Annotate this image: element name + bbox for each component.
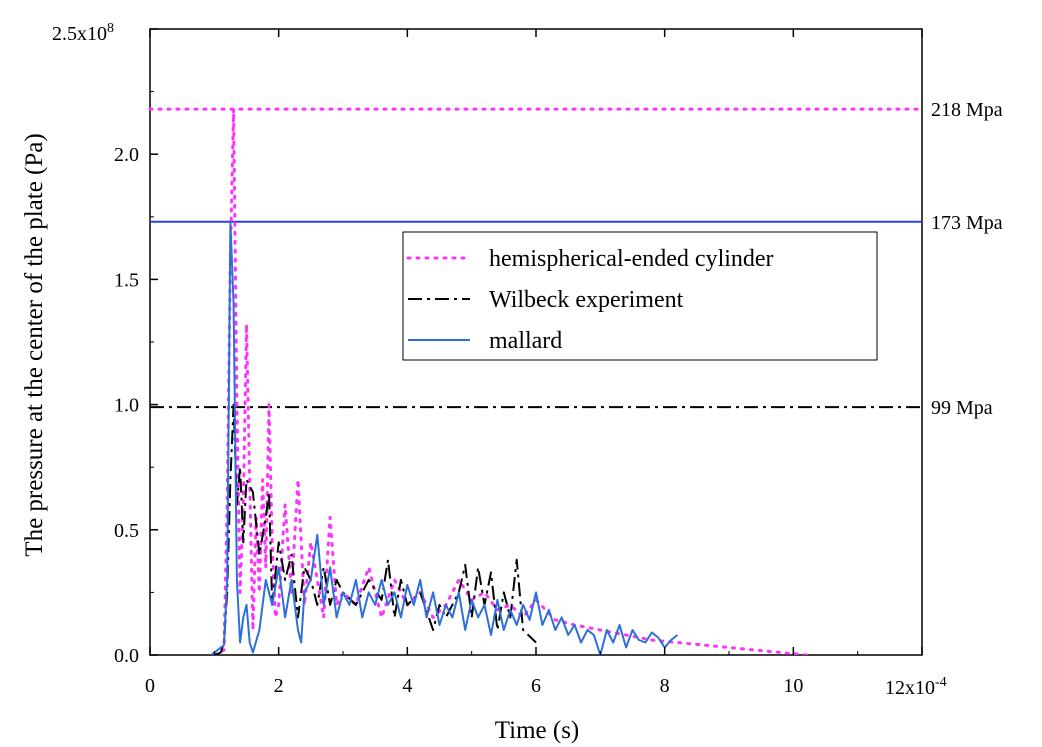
x-tick-label: 8 bbox=[660, 675, 670, 697]
x-axis-multiplier-base: 12 bbox=[885, 677, 905, 699]
series-layer bbox=[210, 107, 808, 655]
reference-lines bbox=[148, 107, 924, 409]
legend: hemispherical-ended cylinder Wilbeck expe… bbox=[402, 231, 878, 361]
x-axis-title: Time (s) bbox=[495, 717, 580, 744]
x-tick-label: 10 bbox=[783, 675, 803, 697]
x-tick-label: 0 bbox=[145, 675, 155, 697]
reference-labels: 218 Mpa 173 Mpa 99 Mpa bbox=[931, 99, 1003, 419]
y-axis-multiplier-exponent: 8 bbox=[107, 21, 114, 36]
y-tick-label: 0.5 bbox=[114, 520, 139, 542]
legend-label: hemispherical-ended cylinder bbox=[489, 246, 774, 272]
y-axis-multiplier-times: x10 bbox=[77, 23, 107, 45]
reference-line-label: 173 Mpa bbox=[931, 212, 1003, 234]
x-tick-label: 2 bbox=[274, 675, 284, 697]
y-tick-label: 0.0 bbox=[114, 645, 139, 667]
y-axis-multiplier-base: 2.5 bbox=[52, 23, 77, 45]
y-tick-label: 1.5 bbox=[114, 269, 139, 291]
legend-label: mallard bbox=[489, 328, 562, 354]
reference-line-label: 218 Mpa bbox=[931, 99, 1003, 121]
x-axis-multiplier-exponent: -4 bbox=[935, 675, 947, 690]
legend-label: Wilbeck experiment bbox=[489, 287, 684, 313]
series-line bbox=[210, 220, 679, 655]
series-line bbox=[213, 403, 537, 655]
y-axis-multiplier: 2.5x108 bbox=[52, 21, 114, 45]
x-axis-ticks: 0 2 4 6 8 10 bbox=[145, 29, 923, 697]
y-tick-label: 1.0 bbox=[114, 395, 139, 417]
legend-box bbox=[402, 231, 878, 361]
x-tick-label: 6 bbox=[531, 675, 541, 697]
x-axis-multiplier: 12x10-4 bbox=[885, 675, 947, 699]
y-axis-ticks: 0.0 0.5 1.0 1.5 2.0 bbox=[114, 28, 158, 667]
y-axis-title: The pressure at the center of the plate … bbox=[21, 133, 48, 556]
x-tick-label: 4 bbox=[402, 675, 412, 697]
reference-line-label: 99 Mpa bbox=[931, 397, 993, 419]
x-axis-multiplier-times: x10 bbox=[905, 677, 935, 699]
y-tick-label: 2.0 bbox=[114, 144, 139, 166]
